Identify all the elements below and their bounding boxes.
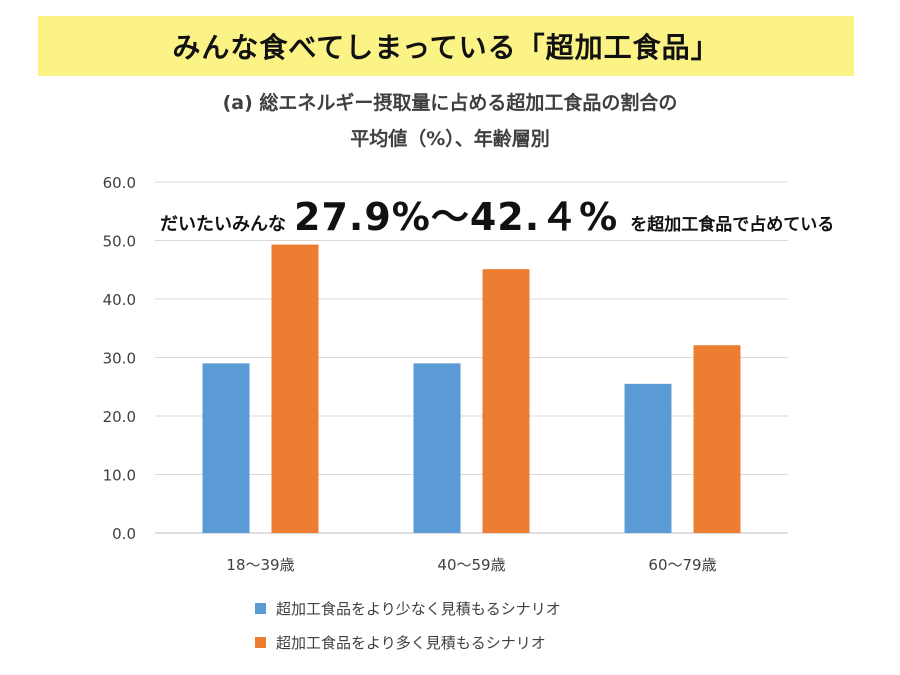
chart-title-line-1: (a) 総エネルギー摂取量に占める超加工食品の割合の bbox=[222, 92, 678, 114]
bar-high-2 bbox=[482, 269, 530, 533]
legend-label-high: 超加工食品をより多く見積もるシナリオ bbox=[276, 634, 546, 652]
y-tick-label: 40.0 bbox=[103, 291, 136, 309]
legend-label-low: 超加工食品をより少なく見積もるシナリオ bbox=[276, 600, 561, 618]
callout-tail: を超加工食品で占めている bbox=[630, 215, 835, 235]
legend-item-high: 超加工食品をより多く見積もるシナリオ bbox=[255, 632, 546, 653]
x-tick-label: 18〜39歳 bbox=[226, 556, 294, 574]
callout-annotation: だいたいみんな 27.9%〜42.４% を超加工食品で占めている bbox=[160, 186, 895, 239]
bar-low-2 bbox=[413, 363, 461, 533]
legend-swatch-low bbox=[255, 603, 266, 614]
chart-title-line-2: 平均値（%）、年齢層別 bbox=[350, 128, 550, 150]
callout-lead: だいたいみんな bbox=[160, 214, 286, 235]
bar-high-3 bbox=[693, 345, 741, 533]
title-banner: みんな食べてしまっている「超加工食品」 bbox=[38, 16, 854, 76]
legend-swatch-high bbox=[255, 637, 266, 648]
bar-high-1 bbox=[271, 244, 319, 533]
callout-range: 27.9%〜42.４% bbox=[294, 195, 619, 239]
y-tick-label: 50.0 bbox=[103, 233, 136, 251]
x-tick-label: 40〜59歳 bbox=[437, 556, 505, 574]
x-tick-label: 60〜79歳 bbox=[648, 556, 716, 574]
banner-title: みんな食べてしまっている「超加工食品」 bbox=[172, 31, 720, 64]
y-tick-label: 0.0 bbox=[112, 525, 136, 543]
y-tick-label: 20.0 bbox=[103, 408, 136, 426]
y-tick-label: 60.0 bbox=[103, 174, 136, 192]
bar-low-1 bbox=[202, 363, 250, 533]
bar-low-3 bbox=[624, 383, 672, 533]
y-tick-label: 10.0 bbox=[103, 467, 136, 485]
y-tick-label: 30.0 bbox=[103, 350, 136, 368]
legend-item-low: 超加工食品をより少なく見積もるシナリオ bbox=[255, 598, 561, 619]
